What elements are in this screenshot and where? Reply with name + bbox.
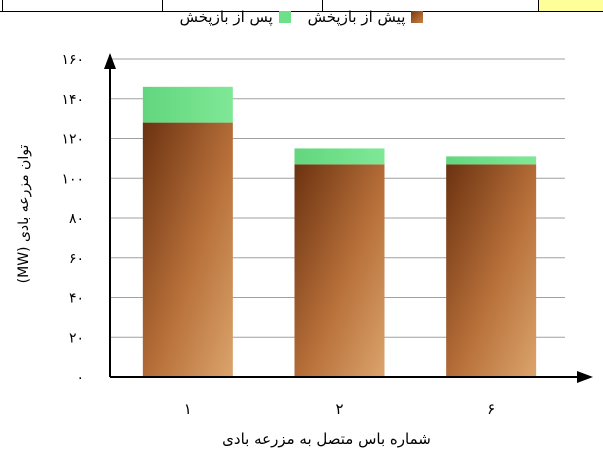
bar-before [446,164,537,377]
y-tick-label: ۱۴۰ [61,92,84,108]
x-tick-label: ۶ [487,400,495,418]
chart-legend: پیش از بازپخش پس از بازپخش [0,8,603,27]
x-tick-label: ۱ [184,400,192,418]
x-axis-arrow [577,371,593,383]
table-bottom-border [0,11,603,12]
bar-after [446,156,537,165]
legend-swatch-after [278,11,291,23]
bar-before [142,122,233,377]
bar-after [294,148,385,165]
legend-swatch-before [411,11,424,23]
x-axis-label: شماره باس متصل به مزرعه بادی [222,430,431,448]
table-divider [538,0,539,12]
y-axis-arrow [104,53,116,69]
legend-item-before: پیش از بازپخش [308,8,424,26]
y-tick-label: ۱۲۰ [61,132,84,148]
highlight-cell [538,0,603,11]
y-axis-label: توان مزرعه بادی (MW) [16,144,32,284]
y-tick-label: ۲۰ [69,330,84,346]
y-tick-label: ۱۶۰ [61,52,84,68]
bar-before [294,164,385,377]
bar-after [142,86,233,123]
y-tick-label: ۸۰ [69,211,84,227]
y-tick-label: ۶۰ [69,251,84,267]
legend-label-after: پس از بازپخش [179,8,273,26]
table-divider [322,0,323,12]
table-divider [2,0,3,12]
legend-label-before: پیش از بازپخش [307,8,406,26]
top-table-strip [0,0,603,12]
y-tick-label: ۱۰۰ [61,171,84,187]
table-divider [162,0,163,12]
y-tick-label: ۰ [76,370,84,386]
legend-item-after: پس از بازپخش [180,8,291,26]
x-tick-label: ۲ [335,400,343,418]
y-tick-label: ۴۰ [69,291,84,307]
